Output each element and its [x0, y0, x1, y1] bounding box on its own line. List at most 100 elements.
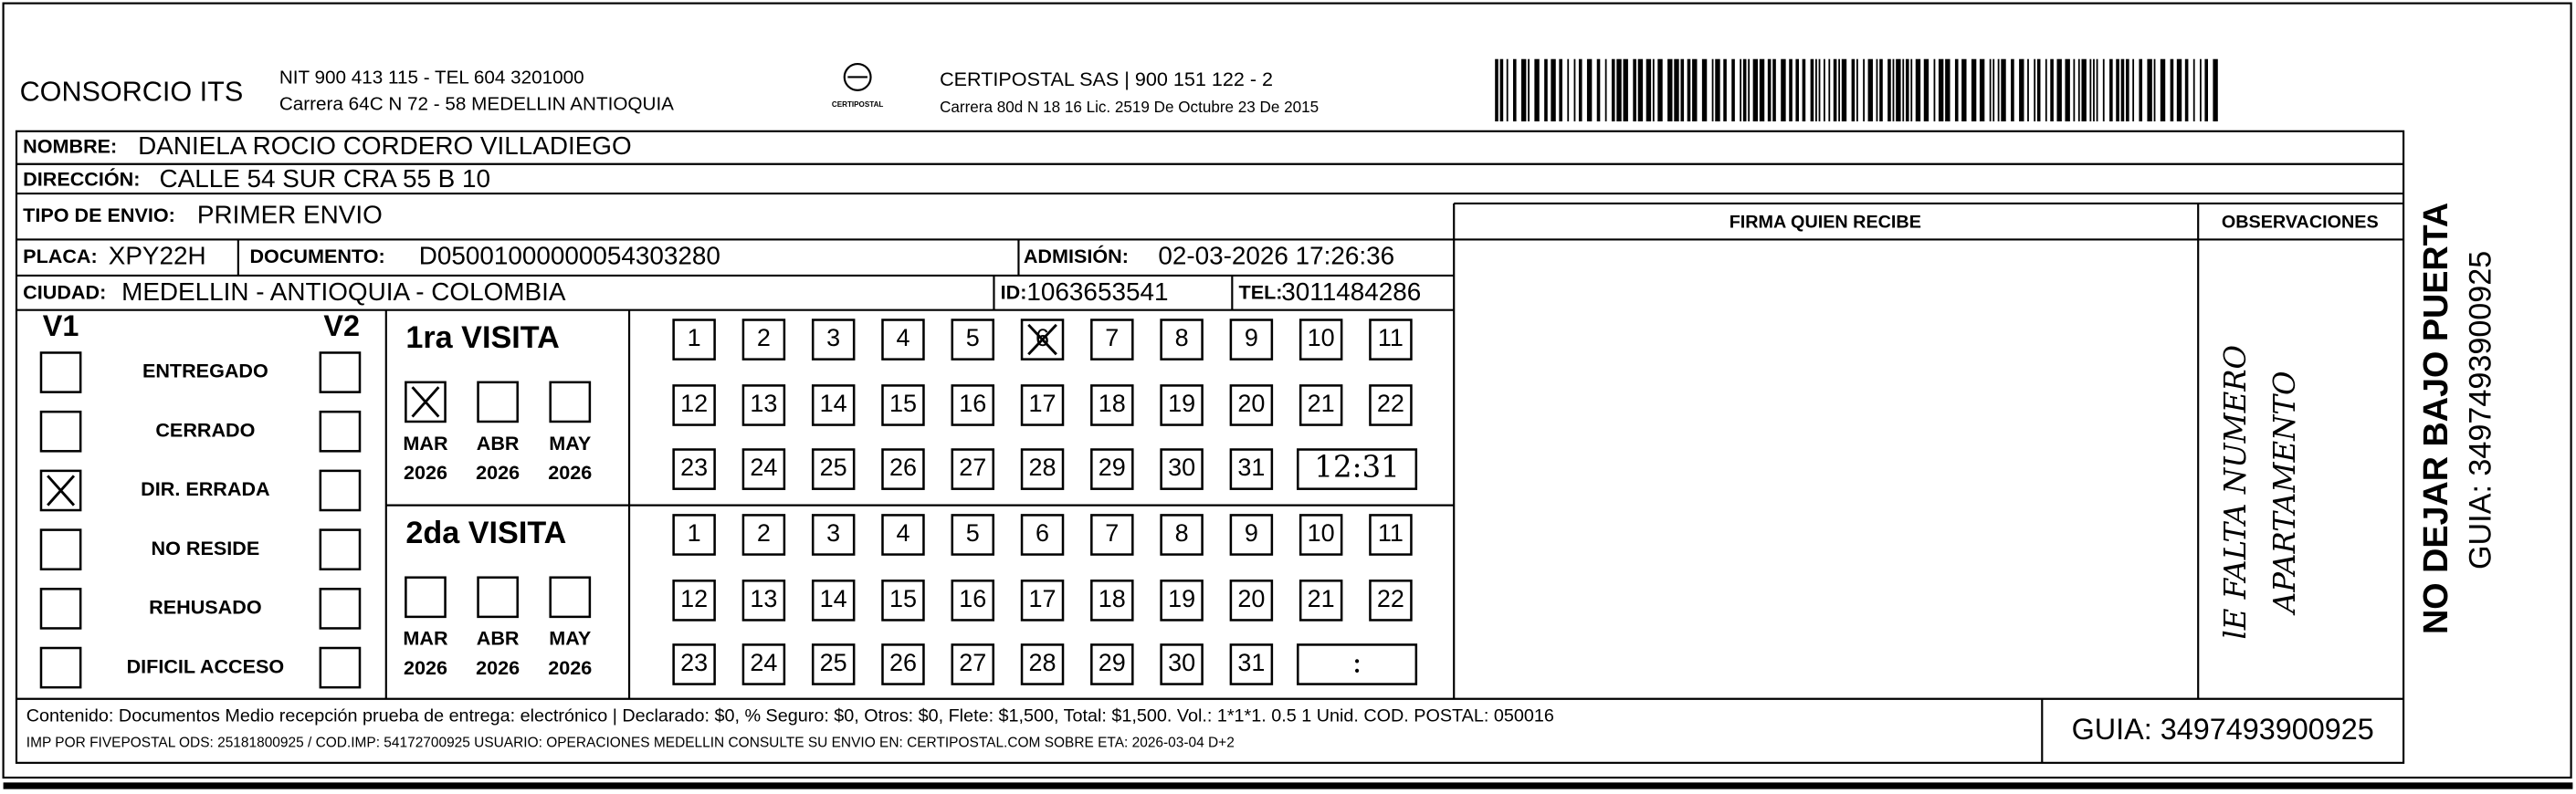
day-box	[951, 643, 994, 685]
barcode-bar	[1544, 58, 1548, 122]
day-number: 16	[959, 390, 986, 417]
barcode-bar	[1680, 58, 1685, 122]
day-box	[672, 319, 716, 360]
barcode-bar	[1567, 58, 1570, 122]
barcode-bar	[1905, 58, 1909, 122]
footer-imp: IMP POR FIVEPOSTAL ODS: 25181800925 / CO…	[26, 735, 1235, 750]
barcode-bar	[1954, 58, 1959, 122]
firma-label: FIRMA QUIEN RECIBE	[1730, 213, 1921, 233]
day-number: 20	[1237, 390, 1265, 417]
field-label: DIRECCIÓN:	[23, 167, 140, 190]
barcode-bar	[1711, 58, 1714, 122]
barcode-bar	[1559, 58, 1562, 122]
day-number: 19	[1168, 390, 1195, 417]
barcode-bar	[1915, 58, 1921, 122]
main-box	[15, 130, 2405, 764]
day-number: 21	[1308, 585, 1335, 612]
month-label: MAR	[403, 432, 448, 454]
barcode-bar	[1810, 58, 1814, 122]
footer-content: Contenido: Documentos Medio recepción pr…	[26, 706, 1554, 726]
day-box	[672, 448, 716, 490]
barcode-bar	[1586, 58, 1593, 122]
day-number: 9	[1245, 519, 1258, 547]
barcode-bar	[1979, 58, 1985, 122]
field-value: DANIELA ROCIO CORDERO VILLADIEGO	[138, 131, 632, 160]
field-value: 02-03-2026 17:26:36	[1158, 242, 1394, 270]
day-number: 10	[1308, 324, 1335, 351]
barcode-bar	[1896, 58, 1901, 122]
month-checkbox	[405, 381, 447, 423]
visit-title: 1ra VISITA	[405, 320, 559, 355]
logo-text: CERTIPOSTAL	[832, 100, 883, 109]
barcode-bar	[2204, 58, 2208, 122]
day-box	[951, 580, 994, 622]
barcode-bar	[1971, 58, 1977, 122]
month-checkbox	[549, 381, 592, 423]
barcode-bar	[1818, 58, 1821, 122]
barcode-bar	[2102, 58, 2105, 122]
v2-checkbox	[319, 410, 362, 453]
barcode-bar	[1879, 58, 1883, 122]
day-number: 16	[959, 585, 986, 612]
day-box	[811, 514, 856, 556]
month-checkbox	[405, 576, 447, 619]
day-box	[811, 580, 856, 622]
barcode-bar	[1876, 58, 1878, 122]
barcode-bar	[1715, 58, 1720, 122]
barcode-bar	[2036, 58, 2041, 122]
barcode-bar	[2073, 58, 2076, 122]
day-number: 26	[889, 649, 917, 676]
barcode-bar	[1961, 58, 1967, 122]
day-number: 13	[750, 390, 777, 417]
day-box	[1020, 514, 1065, 556]
day-box	[672, 514, 716, 556]
day-number: 23	[680, 454, 708, 481]
day-number: 28	[1029, 649, 1057, 676]
barcode-bar	[2170, 58, 2174, 122]
barcode-bar	[1740, 58, 1742, 122]
barcode-bar	[1637, 58, 1644, 122]
visit-title: 2da VISITA	[405, 516, 566, 550]
day-number: 20	[1237, 585, 1265, 612]
visit-time: :	[1352, 645, 1362, 680]
barcode-bar	[1578, 58, 1582, 122]
day-box	[1160, 448, 1204, 490]
day-number: 21	[1308, 390, 1335, 417]
barcode-bar	[1989, 58, 1992, 122]
barcode-bar	[1910, 58, 1913, 122]
day-box	[1160, 319, 1204, 360]
day-number: 11	[1378, 324, 1404, 351]
carrier-name: CERTIPOSTAL SAS | 900 151 122 - 2	[940, 68, 1273, 90]
handwritten-x	[411, 386, 440, 418]
day-number: 7	[1105, 519, 1119, 547]
v2-checkbox	[319, 588, 362, 630]
barcode-bar	[2019, 58, 2024, 122]
day-box	[1299, 580, 1343, 622]
month-year: 2026	[548, 656, 592, 679]
barcode-bar	[1551, 58, 1556, 122]
month-year: 2026	[548, 461, 592, 484]
day-number: 8	[1175, 324, 1189, 351]
barcode-bar	[1802, 58, 1806, 122]
barcode-bar	[1701, 58, 1708, 122]
day-number: 14	[820, 390, 847, 417]
barcode-bar	[2050, 58, 2054, 122]
day-box	[1090, 643, 1134, 685]
month-checkbox	[477, 381, 519, 423]
day-box	[1299, 384, 1343, 426]
day-number: 5	[966, 519, 980, 547]
side-warning: NO DEJAR BAJO PUERTA	[2417, 203, 2455, 634]
day-box	[1229, 319, 1274, 360]
day-number: 23	[680, 649, 708, 676]
day-box	[1229, 384, 1274, 426]
day-box	[1229, 448, 1274, 490]
day-box	[1020, 643, 1065, 685]
field-label: PLACA:	[23, 245, 97, 267]
day-box	[811, 319, 856, 360]
day-box	[811, 448, 856, 490]
day-box	[881, 643, 925, 685]
barcode-bar	[1815, 58, 1817, 122]
day-box	[1229, 643, 1274, 685]
